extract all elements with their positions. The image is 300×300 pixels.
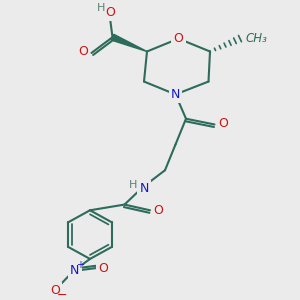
- Text: O: O: [154, 204, 163, 217]
- Text: O: O: [174, 32, 183, 45]
- Text: H: H: [97, 3, 105, 13]
- Text: N: N: [70, 264, 80, 277]
- Text: O: O: [99, 262, 108, 275]
- Polygon shape: [111, 34, 147, 52]
- Text: O: O: [50, 284, 60, 297]
- Text: H: H: [129, 180, 138, 190]
- Text: N: N: [139, 182, 149, 195]
- Text: −: −: [57, 289, 68, 300]
- Text: N: N: [171, 88, 180, 101]
- Text: O: O: [78, 45, 88, 58]
- Text: +: +: [76, 260, 84, 270]
- Text: CH₃: CH₃: [245, 32, 267, 45]
- Text: O: O: [106, 6, 115, 20]
- Text: O: O: [218, 116, 228, 130]
